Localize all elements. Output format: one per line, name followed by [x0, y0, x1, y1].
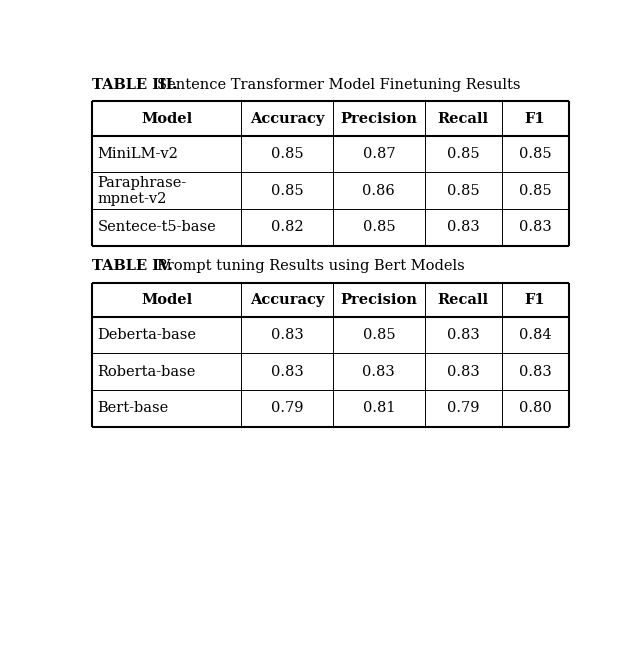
- Text: 0.80: 0.80: [518, 402, 552, 415]
- Text: 0.85: 0.85: [519, 147, 552, 161]
- Text: MiniLM-v2: MiniLM-v2: [97, 147, 178, 161]
- Text: Sentece-t5-base: Sentece-t5-base: [97, 221, 216, 234]
- Text: 0.83: 0.83: [271, 365, 303, 379]
- Text: 0.83: 0.83: [447, 365, 479, 379]
- Text: 0.85: 0.85: [271, 147, 303, 161]
- Text: 0.85: 0.85: [519, 183, 552, 198]
- Text: TABLE IV.: TABLE IV.: [92, 259, 173, 274]
- Text: Recall: Recall: [438, 112, 489, 125]
- Text: 0.82: 0.82: [271, 221, 303, 234]
- Text: Accuracy: Accuracy: [250, 293, 324, 307]
- Text: 0.83: 0.83: [362, 365, 396, 379]
- Text: F1: F1: [525, 112, 545, 125]
- Text: 0.85: 0.85: [271, 183, 303, 198]
- Text: 0.84: 0.84: [519, 328, 552, 342]
- Text: Model: Model: [141, 293, 193, 307]
- Text: 0.81: 0.81: [363, 402, 395, 415]
- Text: Precision: Precision: [340, 293, 417, 307]
- Text: 0.79: 0.79: [271, 402, 303, 415]
- Text: Accuracy: Accuracy: [250, 112, 324, 125]
- Text: 0.87: 0.87: [362, 147, 395, 161]
- Text: 0.85: 0.85: [447, 147, 479, 161]
- Text: 0.83: 0.83: [518, 221, 552, 234]
- Text: Prompt tuning Results using Bert Models: Prompt tuning Results using Bert Models: [157, 259, 465, 274]
- Text: Precision: Precision: [340, 112, 417, 125]
- Text: Bert-base: Bert-base: [97, 402, 168, 415]
- Text: 0.83: 0.83: [447, 221, 479, 234]
- Text: Deberta-base: Deberta-base: [97, 328, 196, 342]
- Text: 0.85: 0.85: [362, 221, 395, 234]
- Text: 0.83: 0.83: [271, 328, 303, 342]
- Text: Roberta-base: Roberta-base: [97, 365, 196, 379]
- Text: 0.85: 0.85: [447, 183, 479, 198]
- Text: 0.86: 0.86: [362, 183, 396, 198]
- Text: 0.79: 0.79: [447, 402, 479, 415]
- Text: Model: Model: [141, 112, 193, 125]
- Text: Sentence Transformer Model Finetuning Results: Sentence Transformer Model Finetuning Re…: [157, 78, 520, 93]
- Text: 0.85: 0.85: [362, 328, 395, 342]
- Text: Paraphrase-
mpnet-v2: Paraphrase- mpnet-v2: [97, 176, 187, 206]
- Text: Recall: Recall: [438, 293, 489, 307]
- Text: TABLE III.: TABLE III.: [92, 78, 178, 93]
- Text: 0.83: 0.83: [518, 365, 552, 379]
- Text: 0.83: 0.83: [447, 328, 479, 342]
- Text: F1: F1: [525, 293, 545, 307]
